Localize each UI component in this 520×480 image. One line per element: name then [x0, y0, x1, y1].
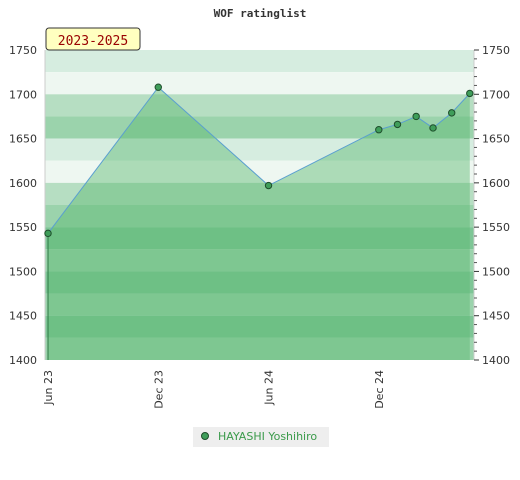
data-point[interactable] [154, 83, 162, 91]
y-axis-right: 1400 1450 1500 1550 1600 1650 1700 1750 [474, 44, 510, 367]
grid-band [45, 271, 474, 294]
period-badge: 2023-2025 [45, 27, 141, 51]
grid-band [45, 94, 474, 117]
grid-band [45, 315, 474, 338]
data-point[interactable] [264, 181, 273, 190]
grid-band [45, 337, 474, 360]
grid-band [45, 205, 474, 228]
y-tick-label-right: 1650 [482, 133, 510, 146]
x-tick-label: Dec 24 [373, 370, 386, 409]
y-axis-left: 1400 1450 1500 1550 1600 1650 1700 1750 [9, 44, 37, 367]
grid-band [45, 227, 474, 250]
y-tick-label-right: 1500 [482, 265, 510, 278]
legend-label: HAYASHI Yoshihiro [218, 430, 317, 443]
y-tick-label-left: 1650 [9, 133, 37, 146]
data-point[interactable] [393, 120, 402, 129]
data-point[interactable] [44, 229, 52, 238]
period-badge-box [45, 27, 141, 51]
y-tick-label-right: 1750 [482, 44, 510, 57]
chart-title: WOF ratinglist [214, 7, 307, 20]
y-tick-label-left: 1700 [9, 88, 37, 101]
y-tick-label-left: 1750 [9, 44, 37, 57]
axes [44, 50, 475, 360]
legend-box [193, 427, 329, 447]
grid-band [45, 116, 474, 139]
series-area [48, 87, 470, 360]
data-point[interactable] [412, 112, 420, 121]
data-point[interactable] [429, 124, 437, 132]
grid-band [45, 293, 474, 316]
y-tick-label-right: 1400 [482, 354, 510, 367]
y-tick-label-right: 1700 [482, 88, 510, 101]
grid-band [45, 249, 474, 272]
x-tick-label: Jun 24 [263, 370, 276, 406]
y-tick-label-left: 1500 [9, 265, 37, 278]
y-tick-label-right: 1450 [482, 310, 510, 323]
y-tick-label-left: 1550 [9, 221, 37, 234]
x-axis: Jun 23 Dec 23 Jun 24 Dec 24 [42, 370, 386, 409]
legend[interactable]: HAYASHI Yoshihiro [193, 427, 329, 447]
y-tick-label-left: 1400 [9, 354, 37, 367]
data-point[interactable] [448, 109, 456, 117]
data-points [44, 83, 474, 238]
period-label: 2023-2025 [58, 34, 128, 49]
x-tick-label: Dec 23 [152, 370, 165, 409]
grid-band [45, 72, 474, 95]
background-bands [45, 50, 474, 360]
data-point[interactable] [375, 126, 383, 134]
data-point[interactable] [466, 89, 474, 98]
legend-marker [201, 432, 209, 440]
y-tick-label-left: 1600 [9, 177, 37, 190]
y-tick-label-right: 1550 [482, 221, 510, 234]
grid-band [45, 50, 474, 73]
grid-band [45, 138, 474, 161]
grid-band [45, 182, 474, 205]
x-tick-label: Jun 23 [42, 370, 55, 406]
grid-band [45, 160, 474, 183]
y-tick-label-left: 1450 [9, 310, 37, 323]
y-tick-label-right: 1600 [482, 177, 510, 190]
